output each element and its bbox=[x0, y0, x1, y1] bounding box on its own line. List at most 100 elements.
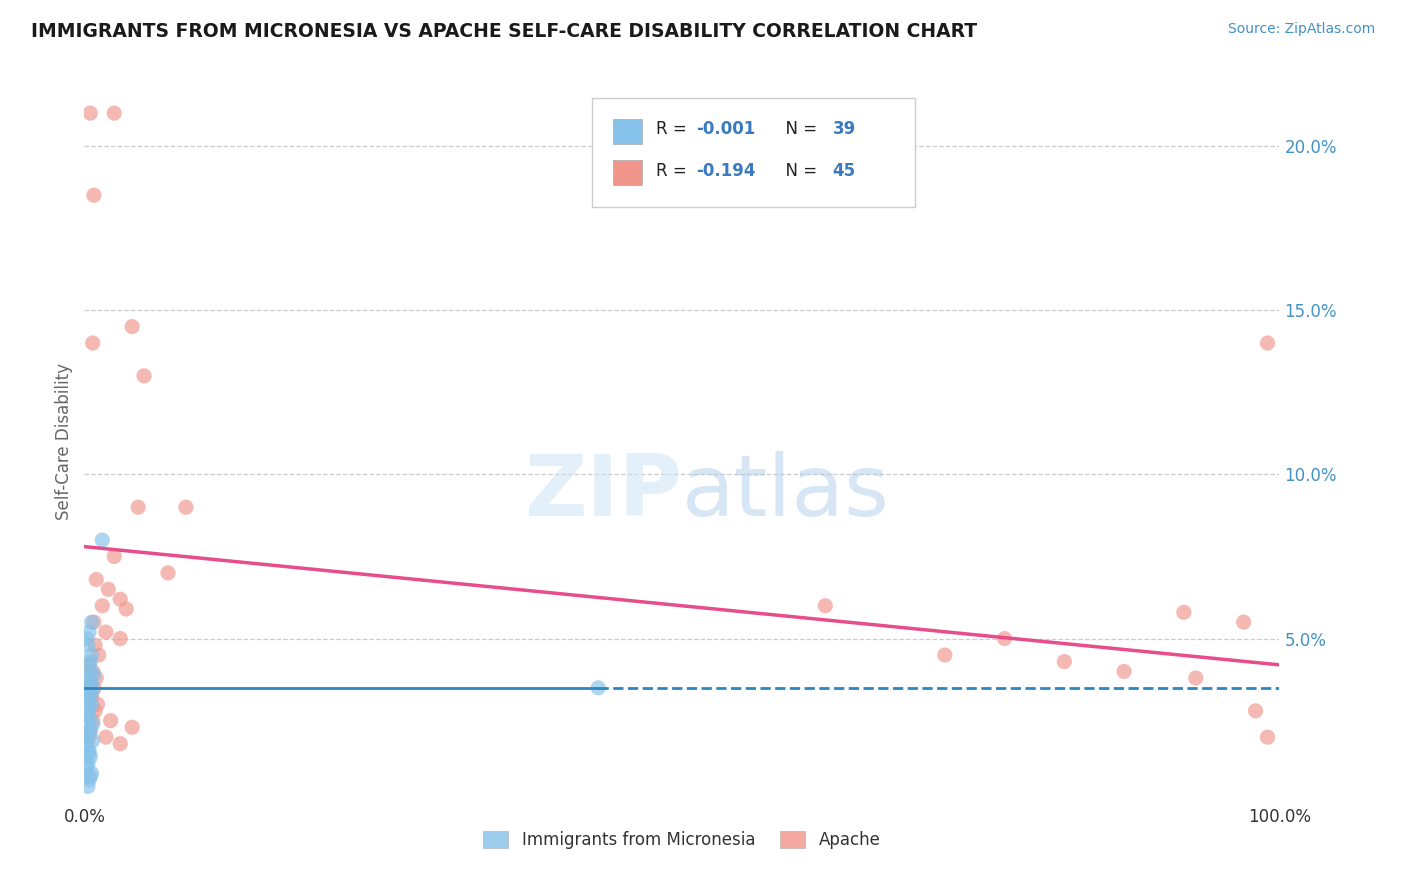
FancyBboxPatch shape bbox=[592, 98, 915, 207]
Point bbox=[97, 582, 120, 597]
Point bbox=[77, 707, 100, 722]
Point bbox=[82, 717, 104, 731]
Point bbox=[77, 730, 100, 744]
Point bbox=[79, 106, 101, 120]
Point bbox=[79, 723, 101, 738]
Point bbox=[82, 714, 104, 728]
Point bbox=[77, 657, 100, 672]
Point bbox=[80, 690, 103, 705]
Point bbox=[103, 549, 125, 564]
Point bbox=[82, 336, 104, 351]
Point bbox=[83, 681, 105, 695]
Point bbox=[174, 500, 197, 515]
Point bbox=[121, 319, 143, 334]
Point bbox=[110, 737, 132, 751]
Point bbox=[77, 671, 100, 685]
Point bbox=[100, 714, 122, 728]
Point bbox=[76, 632, 98, 646]
Text: R =: R = bbox=[655, 161, 692, 179]
Point bbox=[84, 638, 107, 652]
Point bbox=[157, 566, 180, 580]
Point bbox=[77, 780, 100, 794]
Point bbox=[1257, 336, 1279, 351]
Point bbox=[588, 681, 610, 695]
Text: Source: ZipAtlas.com: Source: ZipAtlas.com bbox=[1227, 22, 1375, 37]
Point bbox=[84, 704, 107, 718]
Point bbox=[79, 674, 101, 689]
Point bbox=[79, 723, 101, 738]
Point bbox=[121, 720, 143, 734]
Point bbox=[86, 698, 108, 712]
Point bbox=[76, 681, 98, 695]
Point bbox=[77, 657, 100, 672]
Text: ZIP: ZIP bbox=[524, 450, 682, 533]
Point bbox=[87, 648, 110, 662]
Y-axis label: Self-Care Disability: Self-Care Disability bbox=[55, 363, 73, 520]
Point bbox=[80, 766, 103, 780]
Point bbox=[86, 671, 108, 685]
Bar bbox=[613, 161, 643, 185]
Point bbox=[79, 749, 101, 764]
Point bbox=[1257, 730, 1279, 744]
Point bbox=[77, 710, 100, 724]
Point bbox=[115, 602, 138, 616]
Point bbox=[110, 632, 132, 646]
Text: N =: N = bbox=[775, 120, 823, 138]
Point bbox=[77, 714, 100, 728]
Point bbox=[76, 737, 98, 751]
Point bbox=[103, 106, 125, 120]
Point bbox=[77, 756, 100, 771]
Point bbox=[79, 665, 101, 679]
Point bbox=[91, 599, 114, 613]
Point bbox=[814, 599, 837, 613]
Point bbox=[79, 674, 101, 689]
Point bbox=[76, 730, 98, 744]
Point bbox=[83, 667, 105, 681]
Point bbox=[80, 698, 103, 712]
Point bbox=[80, 615, 103, 630]
Text: -0.194: -0.194 bbox=[696, 161, 756, 179]
Point bbox=[77, 694, 100, 708]
Point bbox=[82, 684, 104, 698]
Text: atlas: atlas bbox=[682, 450, 890, 533]
Point bbox=[1185, 671, 1208, 685]
Point bbox=[1114, 665, 1136, 679]
Text: R =: R = bbox=[655, 120, 692, 138]
Point bbox=[86, 573, 108, 587]
Point bbox=[76, 760, 98, 774]
Point bbox=[77, 638, 100, 652]
Point bbox=[79, 655, 101, 669]
Point bbox=[1233, 615, 1256, 630]
Point bbox=[77, 700, 100, 714]
Point bbox=[994, 632, 1017, 646]
Point bbox=[1173, 605, 1195, 619]
Point bbox=[1244, 704, 1267, 718]
Point bbox=[77, 743, 100, 757]
Point bbox=[77, 727, 100, 741]
Point bbox=[79, 770, 101, 784]
Point bbox=[80, 677, 103, 691]
Point bbox=[110, 592, 132, 607]
Legend: Immigrants from Micronesia, Apache: Immigrants from Micronesia, Apache bbox=[477, 824, 887, 856]
Point bbox=[127, 500, 149, 515]
Point bbox=[132, 368, 156, 383]
Text: 45: 45 bbox=[832, 161, 856, 179]
Point bbox=[94, 625, 117, 640]
Text: 39: 39 bbox=[832, 120, 856, 138]
Point bbox=[94, 730, 117, 744]
Point bbox=[82, 665, 104, 679]
Text: -0.001: -0.001 bbox=[696, 120, 755, 138]
Point bbox=[79, 687, 101, 701]
Point bbox=[80, 648, 103, 662]
Point bbox=[77, 690, 100, 705]
Bar bbox=[613, 120, 643, 144]
Point bbox=[1053, 655, 1076, 669]
Point bbox=[77, 772, 100, 787]
Point bbox=[934, 648, 956, 662]
Point bbox=[83, 615, 105, 630]
Text: IMMIGRANTS FROM MICRONESIA VS APACHE SELF-CARE DISABILITY CORRELATION CHART: IMMIGRANTS FROM MICRONESIA VS APACHE SEL… bbox=[31, 22, 977, 41]
Point bbox=[91, 533, 114, 547]
Text: N =: N = bbox=[775, 161, 823, 179]
Point bbox=[83, 188, 105, 202]
Point bbox=[82, 733, 104, 747]
